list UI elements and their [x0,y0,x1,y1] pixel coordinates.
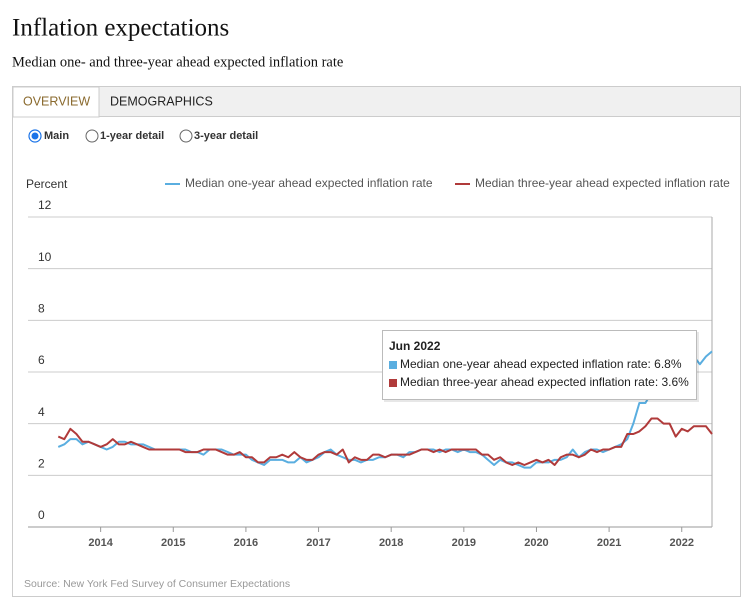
tab-bar [13,87,740,116]
radio-label[interactable]: 1-year detail [100,130,164,142]
legend-label: Median one-year ahead expected inflation… [185,176,433,190]
tooltip-swatch [389,379,397,387]
tooltip-box [382,330,697,400]
legend-label: Median three-year ahead expected inflati… [475,176,730,190]
y-tick-label: 0 [38,508,45,522]
y-tick-label: 2 [38,457,45,471]
tab-label[interactable]: OVERVIEW [23,94,90,108]
tooltip-item: Median one-year ahead expected inflation… [400,357,682,371]
radio[interactable] [179,129,193,143]
tab-label[interactable]: DEMOGRAPHICS [110,94,213,108]
y-tick-label: 8 [38,302,45,316]
x-tick-label: 2015 [161,537,185,549]
x-tick-label: 2014 [88,537,113,549]
y-tick-label: 4 [38,405,45,419]
y-tick-label: 10 [38,250,52,264]
x-tick-label: 2018 [379,537,403,549]
radio[interactable] [85,129,99,143]
x-tick-label: 2020 [524,537,548,549]
x-tick-label: 2022 [669,537,693,549]
tooltip: Jun 2022 Median one-year ahead expected i… [382,330,699,402]
x-tick-label: 2019 [452,537,476,549]
page-title: Inflation expectations [12,15,229,42]
y-tick-label: 6 [38,353,45,367]
subtitle: Median one- and three-year ahead expecte… [12,54,343,70]
radio-label[interactable]: 3-year detail [194,130,258,142]
tooltip-title: Jun 2022 [389,339,441,353]
x-tick-label: 2016 [234,537,258,549]
radio-label[interactable]: Main [44,130,69,142]
x-tick-label: 2017 [306,537,330,549]
tab-active[interactable] [12,86,100,118]
y-axis-label: Percent [26,177,68,191]
tooltip-swatch [389,361,397,369]
x-tick-label: 2021 [597,537,621,549]
series-line [57,417,713,466]
y-tick-label: 12 [38,198,52,212]
tooltip-item: Median three-year ahead expected inflati… [400,375,689,389]
source: Source: New York Fed Survey of Consumer … [24,578,290,590]
radio-dot [31,132,39,140]
